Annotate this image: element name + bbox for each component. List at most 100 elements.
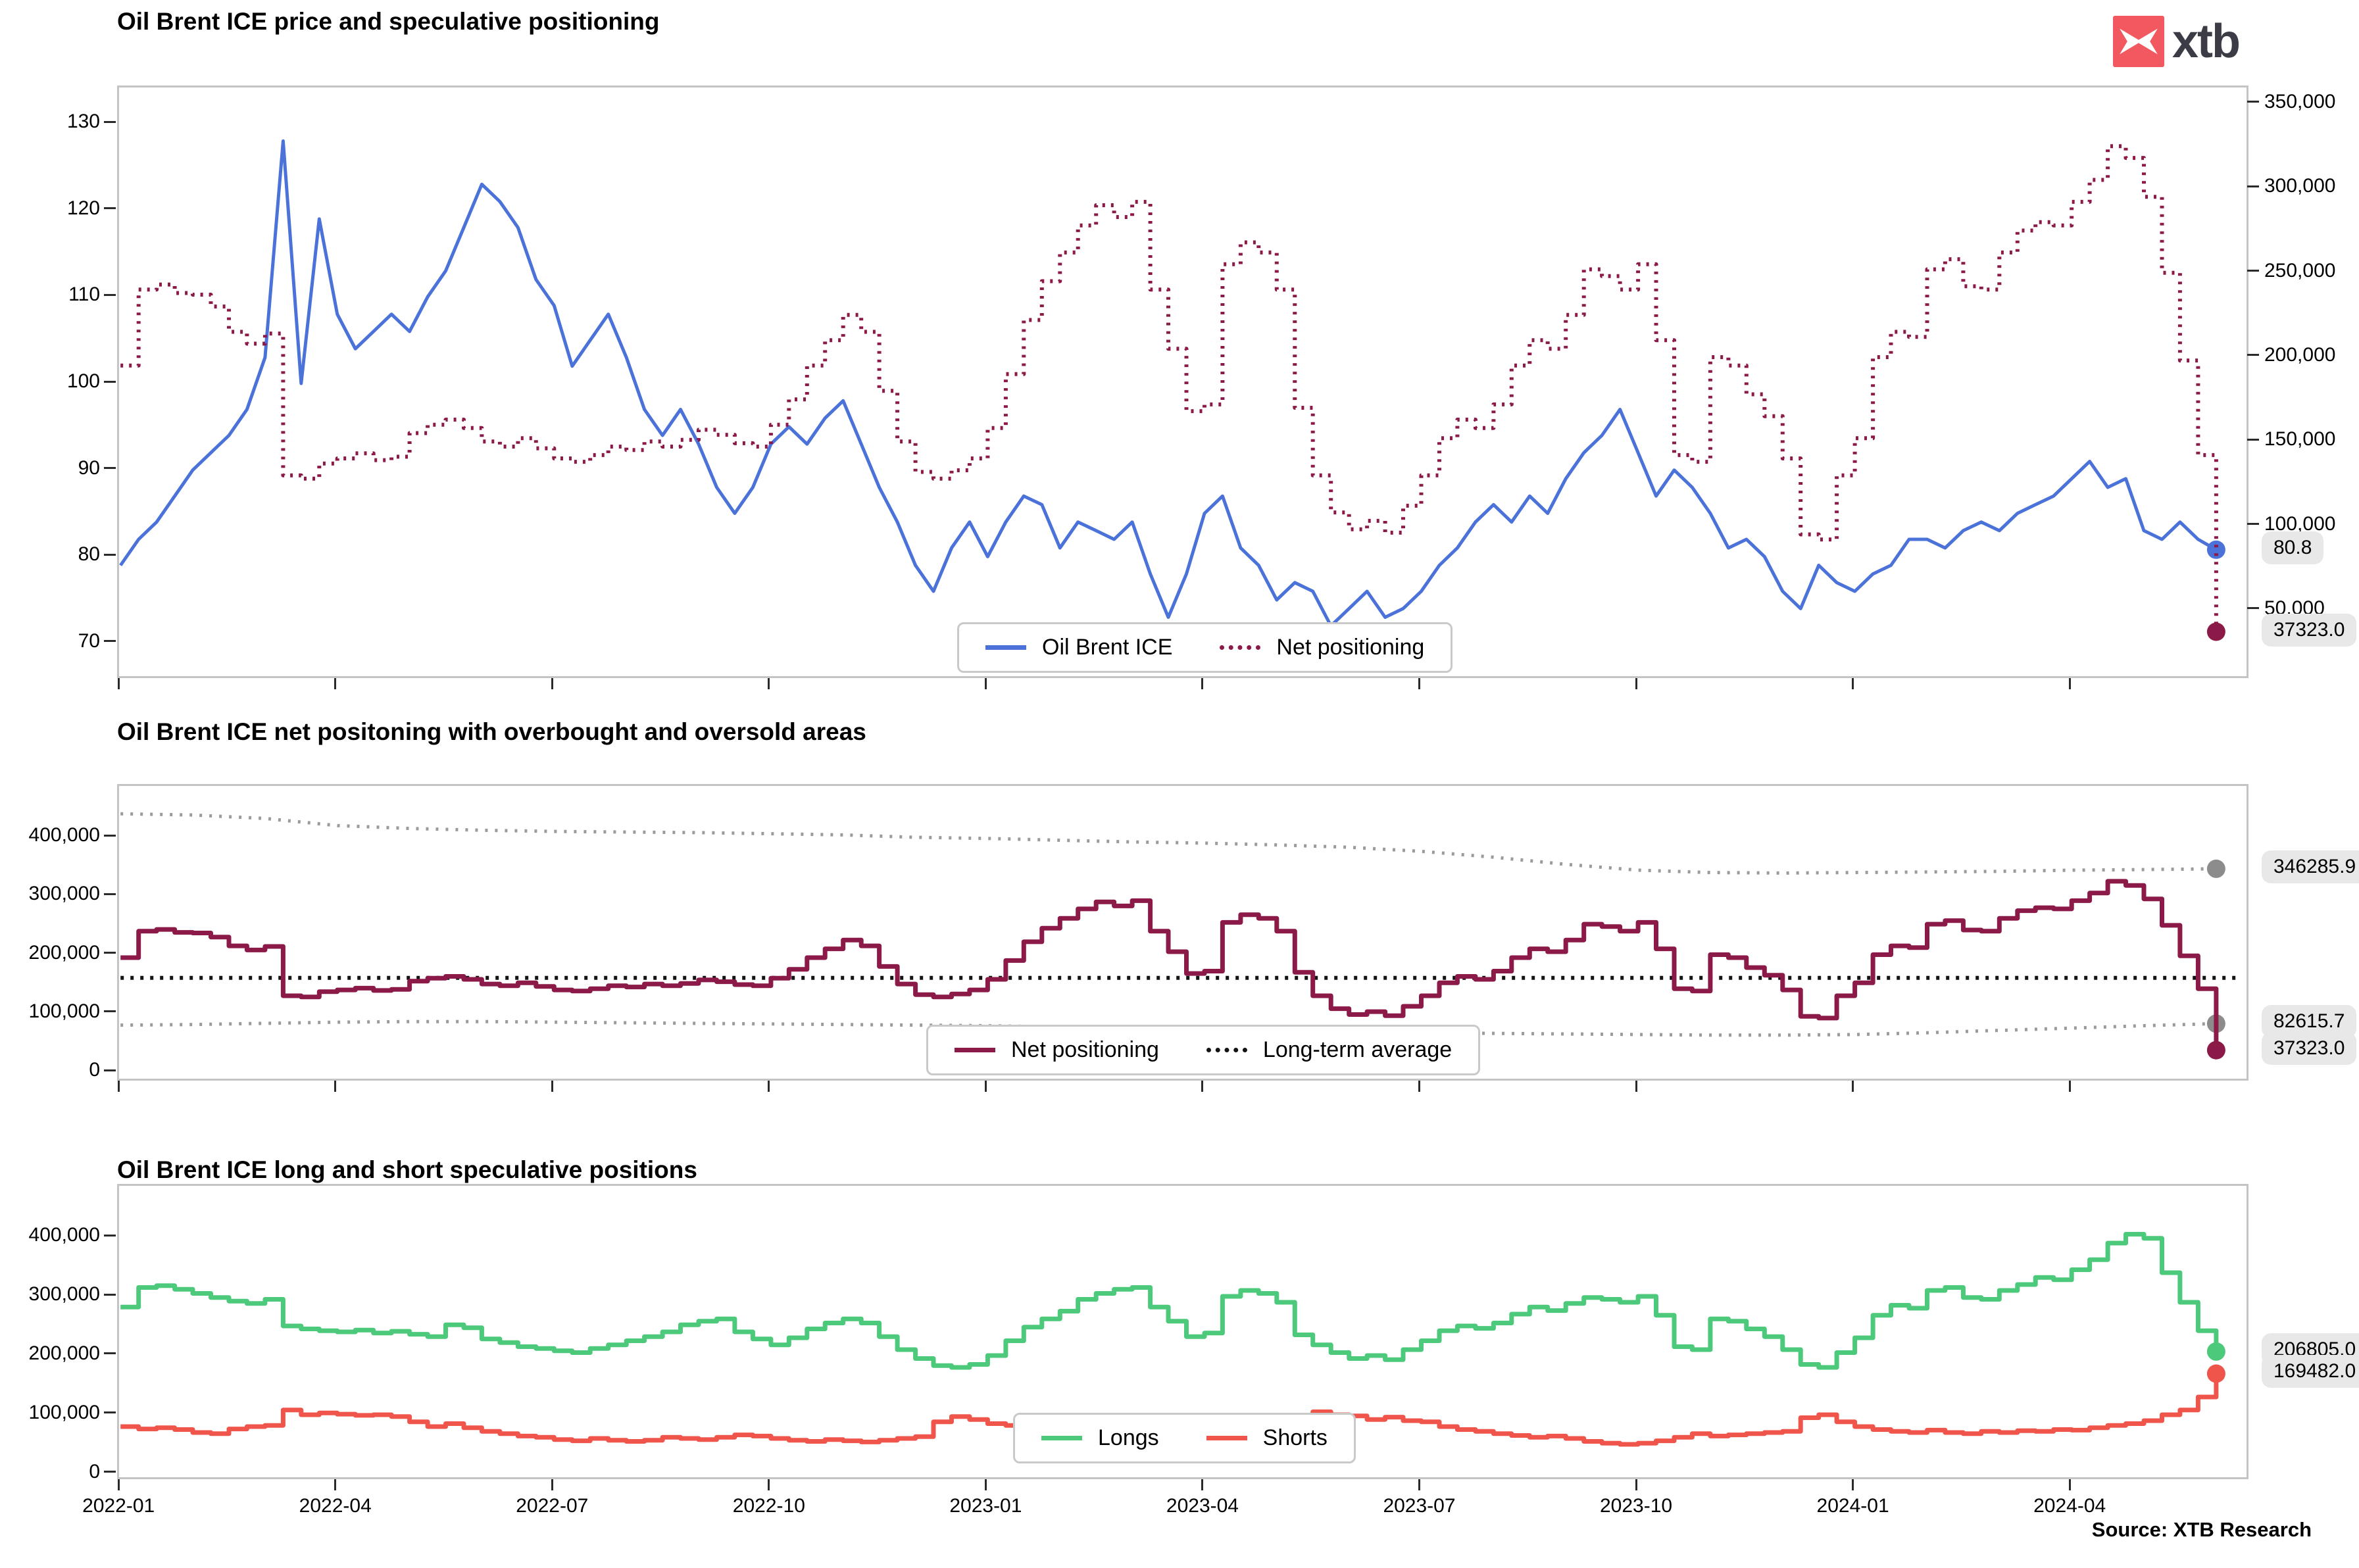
y-axis-tick-label: 100 bbox=[66, 370, 100, 392]
x-axis-tick-mark bbox=[1201, 1479, 1204, 1490]
legend-item: Net positioning bbox=[1220, 635, 1424, 660]
x-axis-tick-label: 2022-01 bbox=[82, 1495, 155, 1517]
end-value-label: 169482.0 bbox=[2262, 1355, 2359, 1388]
legend-item: Oil Brent ICE bbox=[985, 635, 1172, 660]
x-axis-tick-mark bbox=[334, 1479, 337, 1490]
y-axis-tick-mark bbox=[104, 1010, 116, 1013]
y-axis-tick-label: 200,000 bbox=[28, 941, 100, 964]
y-axis-tick-label: 100,000 bbox=[28, 1000, 100, 1022]
series-net-positioning bbox=[120, 144, 2218, 632]
legend-item: Shorts bbox=[1206, 1425, 1328, 1451]
x-axis-tick-mark bbox=[1418, 1081, 1420, 1092]
x-axis-tick-mark bbox=[117, 1479, 120, 1490]
legend-line-swatch bbox=[985, 645, 1026, 650]
y-axis-tick-label: 300,000 bbox=[28, 1283, 100, 1305]
x-axis-tick-mark bbox=[117, 1081, 120, 1092]
legend-item: Long-term average bbox=[1206, 1037, 1452, 1063]
y-axis-tick-label: 0 bbox=[89, 1059, 100, 1081]
y2-axis-tick-label: 250,000 bbox=[2264, 259, 2336, 282]
series-overbought-level bbox=[120, 812, 2216, 875]
y-axis-tick-label: 110 bbox=[68, 283, 100, 306]
end-value-label: 346285.9 bbox=[2262, 850, 2359, 883]
x-axis-tick-mark bbox=[984, 1081, 987, 1092]
x-axis-tick-mark bbox=[551, 1081, 553, 1092]
y-axis-tick-mark bbox=[104, 380, 116, 383]
x-axis-tick-mark bbox=[551, 678, 553, 689]
y2-axis-tick-label: 200,000 bbox=[2264, 343, 2336, 366]
series-end-dot bbox=[2206, 1342, 2225, 1361]
chart-1-series-canvas bbox=[119, 139, 2225, 641]
legend-line-swatch bbox=[1041, 1436, 1082, 1440]
y-axis-tick-label: 130 bbox=[66, 110, 100, 133]
x-axis-tick-mark bbox=[1852, 678, 1854, 689]
y-axis-tick-label: 80 bbox=[78, 543, 100, 566]
y2-axis-tick-label: 350,000 bbox=[2264, 90, 2336, 112]
chart-2-title: Oil Brent ICE net positoning with overbo… bbox=[117, 718, 866, 745]
legend-line-swatch bbox=[1206, 1436, 1247, 1440]
y-axis-tick-label: 70 bbox=[78, 629, 100, 652]
series-net-positioning bbox=[120, 879, 2219, 1050]
y2-axis-tick-mark bbox=[2247, 270, 2259, 272]
y-axis-tick-mark bbox=[104, 1293, 116, 1296]
x-axis-tick-label: 2022-07 bbox=[516, 1495, 589, 1517]
y-axis-tick-mark bbox=[104, 1352, 116, 1355]
y-axis-tick-label: 90 bbox=[78, 456, 100, 479]
x-axis-tick-label: 2023-07 bbox=[1383, 1495, 1456, 1517]
y-axis-tick-label: 100,000 bbox=[28, 1401, 100, 1423]
x-axis-tick-mark bbox=[984, 1479, 987, 1490]
y-axis-tick-mark bbox=[104, 1069, 116, 1071]
source-caption: Source: XTB Research bbox=[2091, 1518, 2312, 1541]
xtb-logo-text: xtb bbox=[2172, 15, 2241, 68]
legend-item-label: Oil Brent ICE bbox=[1042, 635, 1173, 660]
y-axis-tick-mark bbox=[104, 553, 116, 556]
x-axis-tick-mark bbox=[1852, 1081, 1854, 1092]
y-axis-tick-mark bbox=[104, 1471, 116, 1473]
x-axis-tick-mark bbox=[2068, 1479, 2071, 1490]
x-axis-tick-mark bbox=[768, 678, 770, 689]
legend-item: Longs bbox=[1041, 1425, 1159, 1451]
x-axis-tick-mark bbox=[2068, 1081, 2071, 1092]
series-end-dot bbox=[2206, 1364, 2225, 1383]
x-axis-tick-mark bbox=[1418, 1479, 1420, 1490]
x-axis-tick-mark bbox=[1635, 1081, 1637, 1092]
series-end-dot bbox=[2206, 1041, 2225, 1060]
x-axis-tick-mark bbox=[551, 1479, 553, 1490]
x-axis-tick-mark bbox=[117, 678, 120, 689]
y-axis-tick-mark bbox=[104, 293, 116, 296]
y-axis-tick-label: 400,000 bbox=[28, 824, 100, 846]
y-axis-tick-mark bbox=[104, 467, 116, 470]
chart-1-title: Oil Brent ICE price and speculative posi… bbox=[117, 8, 660, 35]
x-axis-tick-mark bbox=[2068, 678, 2071, 689]
legend-line-swatch bbox=[1206, 1048, 1247, 1052]
y2-axis-tick-mark bbox=[2247, 101, 2259, 103]
x-axis-tick-mark bbox=[1852, 1479, 1854, 1490]
chart-1-legend: Oil Brent ICE Net positioning bbox=[957, 622, 1453, 673]
y2-axis-tick-mark bbox=[2247, 354, 2259, 356]
x-axis-tick-label: 2022-04 bbox=[299, 1495, 372, 1517]
y-axis-tick-label: 400,000 bbox=[28, 1224, 100, 1246]
y2-axis-tick-mark bbox=[2247, 523, 2259, 526]
chart-2-legend: Net positioning Long-term average bbox=[926, 1025, 1481, 1075]
y-axis-tick-mark bbox=[104, 834, 116, 837]
y2-axis-tick-label: 300,000 bbox=[2264, 175, 2336, 197]
legend-item: Net positioning bbox=[955, 1037, 1159, 1063]
end-value-label: 80.8 bbox=[2262, 531, 2324, 564]
y2-axis-tick-mark bbox=[2247, 438, 2259, 441]
x-axis-tick-mark bbox=[1418, 678, 1420, 689]
series-oil-brent-ice bbox=[119, 139, 2218, 628]
end-value-label: 37323.0 bbox=[2262, 613, 2357, 647]
y-axis-tick-mark bbox=[104, 1411, 116, 1414]
y-axis-tick-mark bbox=[104, 640, 116, 643]
xtb-logo-icon bbox=[2113, 16, 2164, 67]
legend-item-label: Net positioning bbox=[1276, 635, 1425, 660]
y-axis-tick-label: 0 bbox=[89, 1460, 100, 1482]
y2-axis-tick-mark bbox=[2247, 607, 2259, 610]
legend-item-label: Net positioning bbox=[1011, 1037, 1159, 1062]
end-value-label: 37323.0 bbox=[2262, 1031, 2357, 1065]
series-end-dot bbox=[2206, 859, 2225, 878]
x-axis-tick-mark bbox=[1635, 678, 1637, 689]
series-end-dot bbox=[2206, 540, 2225, 559]
chart-3-legend: Longs Shorts bbox=[1013, 1413, 1356, 1463]
legend-item-label: Longs bbox=[1098, 1425, 1159, 1450]
